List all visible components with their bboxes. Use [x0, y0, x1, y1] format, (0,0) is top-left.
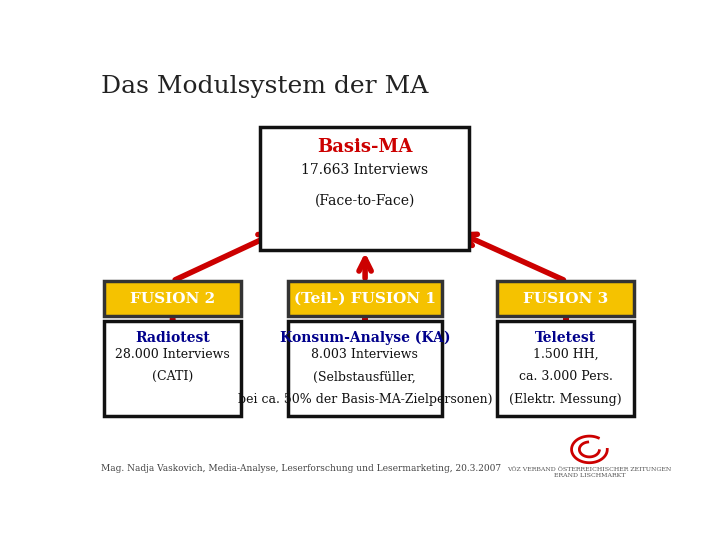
Text: Radiotest: Radiotest — [135, 331, 210, 345]
Text: (Elektr. Messung): (Elektr. Messung) — [509, 393, 622, 406]
Text: 1.500 HH,: 1.500 HH, — [533, 348, 598, 361]
Text: (Teil-) FUSION 1: (Teil-) FUSION 1 — [294, 292, 436, 306]
Text: Konsum-Analyse (KA): Konsum-Analyse (KA) — [279, 331, 450, 345]
Text: 17.663 Interviews: 17.663 Interviews — [301, 163, 428, 177]
Text: 8.003 Interviews: 8.003 Interviews — [311, 348, 418, 361]
FancyBboxPatch shape — [104, 321, 240, 416]
FancyBboxPatch shape — [288, 321, 441, 416]
Text: ca. 3.000 Pers.: ca. 3.000 Pers. — [518, 370, 613, 383]
Text: FUSION 2: FUSION 2 — [130, 292, 215, 306]
FancyBboxPatch shape — [498, 281, 634, 316]
Text: FUSION 3: FUSION 3 — [523, 292, 608, 306]
Text: Basis-MA: Basis-MA — [317, 138, 413, 156]
Text: (Selbstausfüller,: (Selbstausfüller, — [313, 370, 416, 383]
Text: VÖZ VERBAND ÖSTERREICHISCHER ZEITUNGEN
ERAND LISCHMARKT: VÖZ VERBAND ÖSTERREICHISCHER ZEITUNGEN E… — [508, 467, 672, 478]
FancyBboxPatch shape — [498, 321, 634, 416]
Text: 28.000 Interviews: 28.000 Interviews — [115, 348, 230, 361]
FancyBboxPatch shape — [260, 127, 469, 250]
FancyBboxPatch shape — [104, 281, 240, 316]
Text: bei ca. 50% der Basis-MA-Zielpersonen): bei ca. 50% der Basis-MA-Zielpersonen) — [238, 393, 492, 406]
Text: Teletest: Teletest — [535, 331, 596, 345]
Text: Das Modulsystem der MA: Das Modulsystem der MA — [101, 75, 428, 98]
FancyBboxPatch shape — [288, 281, 441, 316]
Text: (Face-to-Face): (Face-to-Face) — [315, 194, 415, 208]
Text: Mag. Nadja Vaskovich, Media-Analyse, Leserforschung und Lesermarketing, 20.3.200: Mag. Nadja Vaskovich, Media-Analyse, Les… — [101, 464, 501, 473]
Text: (CATI): (CATI) — [152, 370, 193, 383]
